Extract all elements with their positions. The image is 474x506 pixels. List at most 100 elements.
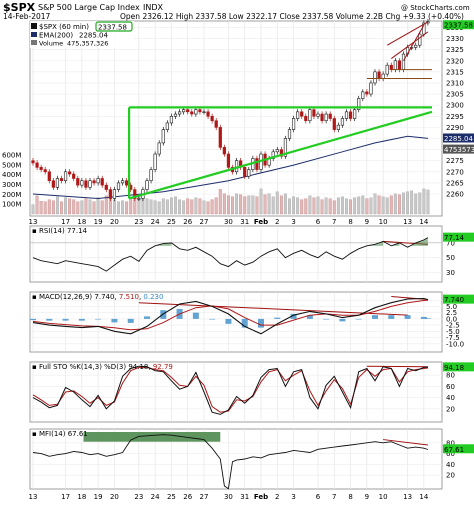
volume-bar xyxy=(345,198,348,215)
legend-price-value: 2337.58 xyxy=(98,24,127,32)
volume-bar xyxy=(121,200,125,215)
volume-bar xyxy=(255,196,259,215)
legend-volume-swatch xyxy=(31,40,37,45)
volume-bar xyxy=(84,198,88,215)
candle-body xyxy=(361,91,365,99)
candle-body xyxy=(316,113,320,117)
rsi-title: ▪ RSI(14) 77.14 xyxy=(32,227,88,235)
candle-body xyxy=(76,178,80,186)
indicator-lines xyxy=(30,237,431,490)
x-tick-label: 13 xyxy=(403,218,412,226)
x-tick-label: 24 xyxy=(151,218,160,226)
volume-bar xyxy=(72,199,76,215)
channel-mid-line xyxy=(403,24,425,62)
candle-body xyxy=(165,122,169,130)
candle-body xyxy=(304,115,308,122)
candle-body xyxy=(210,115,214,122)
macd-histogram-bar xyxy=(372,315,378,319)
legend-ema-swatch xyxy=(31,32,37,37)
candle-body xyxy=(55,178,60,188)
close-value: 2337.58 xyxy=(302,12,333,21)
candle-body xyxy=(283,138,288,157)
price-tick-label: 2275 xyxy=(446,157,464,165)
x-tick-label: 2 xyxy=(275,218,279,226)
macd-value-tag: 7.740 xyxy=(444,296,464,304)
candle-body xyxy=(247,169,251,177)
x-tick-label: 14 xyxy=(419,218,428,226)
volume-bar xyxy=(182,200,186,215)
candle-body xyxy=(198,109,202,113)
volume-bar xyxy=(145,198,149,215)
x-tick-label: 3 xyxy=(291,218,295,226)
x-tick-label: 9 xyxy=(365,493,369,501)
volume-bar xyxy=(165,199,169,215)
price-tick-label: 2260 xyxy=(446,191,464,199)
volume-bar xyxy=(169,197,173,215)
volume-price-tag: 475357326 xyxy=(444,146,474,154)
x-tick-label: 20 xyxy=(110,493,119,501)
volume-tick-label: 400M xyxy=(2,171,21,179)
sto-title-value-1: 94.18 xyxy=(128,363,148,371)
rsi-line xyxy=(32,237,429,272)
volume-bar xyxy=(51,200,55,215)
rsi-value-tag-bg xyxy=(443,232,474,242)
candle-body xyxy=(324,113,328,122)
x-tick-label: 13 xyxy=(29,218,38,226)
last-price-tag: 2337.58 xyxy=(444,22,473,30)
mfi-line xyxy=(32,434,429,490)
x-tick-label: 10 xyxy=(379,493,388,501)
volume-bar xyxy=(206,201,210,215)
price-tick-label: 2310 xyxy=(446,79,464,87)
macd-histogram-bar xyxy=(420,316,427,319)
volume-bar xyxy=(397,194,401,215)
candle-body xyxy=(218,127,222,148)
indicator-tick-label: -5.0 xyxy=(446,328,460,336)
x-tick-label: 3 xyxy=(291,493,295,501)
x-tick-label: 6 xyxy=(316,218,321,226)
legend-volume-label: Volume xyxy=(39,40,63,48)
trend-lines xyxy=(127,21,433,446)
candle-body xyxy=(145,180,149,190)
candle-body xyxy=(369,82,373,95)
candle-body xyxy=(96,178,100,184)
macd-histogram-bar xyxy=(290,313,297,319)
price-tick-label: 2270 xyxy=(446,168,464,176)
legend-price-value-box xyxy=(95,21,133,32)
volume-bar xyxy=(377,195,381,215)
x-tick-label: 13 xyxy=(29,493,38,501)
rsi-overbought-fill xyxy=(415,239,424,246)
x-tick-label: Feb xyxy=(254,218,268,226)
volume-bar xyxy=(35,195,39,215)
candle-body xyxy=(243,167,247,177)
macd-signal-line xyxy=(32,299,428,331)
candle-body xyxy=(357,98,361,110)
volume-bar xyxy=(292,196,296,215)
candle-body xyxy=(194,109,198,115)
volume-bar xyxy=(239,194,243,215)
volume-bar xyxy=(64,197,68,215)
candle-body xyxy=(381,73,385,79)
ema-price-tag-bg xyxy=(443,133,474,143)
channel-lower-line xyxy=(390,31,429,59)
volume-bar xyxy=(60,201,63,215)
last-price-tag-bg xyxy=(443,20,474,30)
macd-title-value-2: 7.510 xyxy=(119,293,139,301)
volume-bar xyxy=(402,192,405,215)
macd-histogram-bar xyxy=(355,318,362,320)
candle-body xyxy=(300,111,304,117)
candle-body xyxy=(271,151,275,159)
candle-body xyxy=(308,109,312,122)
volume-bar xyxy=(288,198,291,215)
volume-bar xyxy=(267,193,271,215)
volume-bar xyxy=(222,193,226,215)
volume-bar xyxy=(55,196,59,215)
x-tick-label: 19 xyxy=(94,493,103,501)
candle-body xyxy=(312,109,316,117)
macd-histogram-bar xyxy=(274,317,281,319)
indicator-tick-label: 0.0 xyxy=(446,315,457,323)
candle-body xyxy=(35,162,39,168)
candle-body xyxy=(414,44,418,48)
volume-bar xyxy=(117,201,120,215)
x-tick-label: 13 xyxy=(403,493,412,501)
candle-body xyxy=(226,153,231,168)
